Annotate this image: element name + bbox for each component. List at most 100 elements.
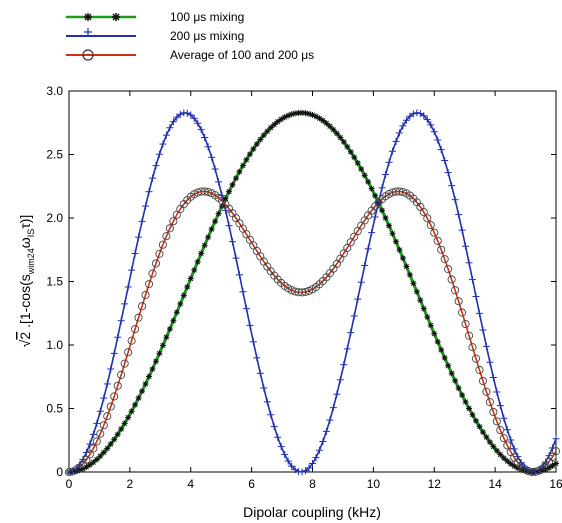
point-100us xyxy=(459,392,466,399)
point-200us xyxy=(194,119,202,127)
point-200us xyxy=(385,158,393,166)
point-100us xyxy=(504,458,511,465)
point-average xyxy=(110,392,119,401)
point-100us xyxy=(170,317,177,324)
point-200us xyxy=(169,118,177,126)
point-200us xyxy=(472,292,480,300)
point-average xyxy=(155,249,164,258)
point-200us xyxy=(284,457,292,465)
point-100us xyxy=(173,309,180,316)
point-200us xyxy=(246,321,254,329)
point-100us xyxy=(121,420,128,427)
point-100us xyxy=(386,222,393,229)
point-100us xyxy=(368,185,375,192)
point-200us xyxy=(204,143,212,151)
point-200us xyxy=(427,121,435,129)
point-100us xyxy=(232,175,239,182)
point-average xyxy=(120,359,129,368)
point-200us xyxy=(89,430,97,438)
point-average xyxy=(461,320,470,329)
point-100us xyxy=(114,431,121,438)
point-200us xyxy=(215,178,223,186)
point-100us xyxy=(431,330,438,337)
point-100us xyxy=(479,429,486,436)
point-100us xyxy=(226,188,233,195)
x-tick-label: 8 xyxy=(309,477,316,491)
point-average xyxy=(158,240,167,249)
point-200us xyxy=(239,288,247,296)
point-200us xyxy=(201,134,209,142)
point-average xyxy=(499,434,508,443)
point-100us xyxy=(208,226,215,233)
point-100us xyxy=(392,238,399,245)
point-average xyxy=(468,343,477,352)
point-average xyxy=(398,187,407,197)
point-100us xyxy=(177,300,184,307)
y-tick-label: 2.5 xyxy=(46,148,63,162)
x-tick-label: 10 xyxy=(367,477,381,491)
point-200us xyxy=(486,358,494,366)
point-200us xyxy=(235,271,243,279)
point-200us xyxy=(114,333,122,341)
point-average xyxy=(99,421,108,430)
point-200us xyxy=(378,184,386,192)
point-average xyxy=(89,444,98,453)
point-average xyxy=(134,313,143,322)
point-200us xyxy=(208,153,216,161)
point-100us xyxy=(410,280,417,287)
x-tick-label: 14 xyxy=(488,477,502,491)
x-tick-label: 2 xyxy=(127,477,134,491)
point-200us xyxy=(155,150,163,158)
point-200us xyxy=(329,404,337,412)
point-200us xyxy=(159,140,167,148)
point-average xyxy=(117,370,126,379)
point-200us xyxy=(347,329,355,337)
point-100us xyxy=(500,455,507,462)
point-200us xyxy=(413,109,421,117)
point-100us xyxy=(243,156,250,163)
point-average xyxy=(137,302,147,311)
point-200us xyxy=(96,407,104,415)
point-100us xyxy=(403,263,410,270)
point-average xyxy=(464,331,474,340)
point-average xyxy=(113,381,122,390)
point-200us xyxy=(455,211,463,219)
point-200us xyxy=(357,278,365,286)
point-100us xyxy=(222,195,229,202)
point-average xyxy=(503,441,512,450)
point-200us xyxy=(100,394,108,402)
plot-frame xyxy=(68,90,557,473)
point-200us xyxy=(225,222,233,230)
point-200us xyxy=(131,249,139,257)
point-200us xyxy=(382,171,390,179)
point-200us xyxy=(333,390,341,398)
point-average xyxy=(148,269,157,278)
point-100us xyxy=(229,181,236,188)
point-200us xyxy=(444,169,452,177)
y-label-sqrt: √ xyxy=(17,339,33,347)
point-200us xyxy=(343,345,351,353)
y-label-omega: ω xyxy=(17,237,33,248)
point-200us xyxy=(110,349,118,357)
point-100us xyxy=(159,342,166,349)
point-average xyxy=(440,255,449,264)
point-100us xyxy=(351,154,358,161)
point-100us xyxy=(420,305,427,312)
point-average xyxy=(426,221,435,230)
point-200us xyxy=(121,300,129,308)
point-average xyxy=(485,398,494,407)
point-200us xyxy=(93,419,101,427)
point-100us xyxy=(107,441,114,448)
legend-marker-circle xyxy=(82,49,94,61)
point-200us xyxy=(228,238,236,246)
point-average xyxy=(92,437,101,446)
y-label-sub2: IS xyxy=(26,229,36,238)
point-200us xyxy=(503,426,511,434)
point-average xyxy=(482,387,491,396)
x-tick-label: 0 xyxy=(66,477,73,491)
point-100us xyxy=(358,166,365,173)
point-100us xyxy=(205,234,212,241)
point-average xyxy=(430,228,439,237)
point-200us xyxy=(166,124,174,132)
point-average xyxy=(96,429,105,438)
